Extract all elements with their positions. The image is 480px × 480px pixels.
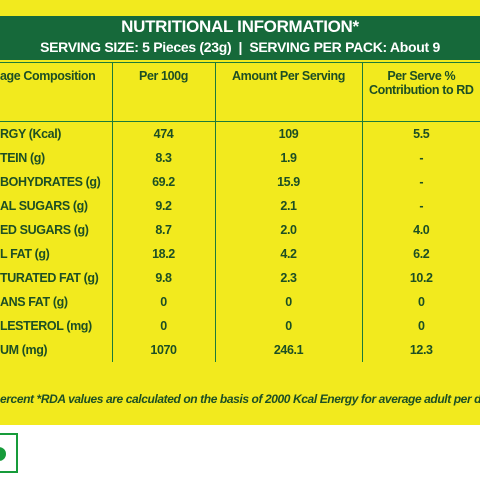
nutrient-value: - <box>361 146 480 170</box>
nutrient-name: ANS FAT (g) <box>0 290 113 314</box>
nutrient-value: 18.2 <box>111 242 216 266</box>
header-band: NUTRITIONAL INFORMATION* SERVING SIZE: 5… <box>0 16 480 60</box>
veg-dot <box>0 447 6 461</box>
nutrient-value: 246.1 <box>214 338 363 362</box>
nutrient-value: 8.3 <box>111 146 216 170</box>
nutrient-value: - <box>361 170 480 194</box>
nutrient-name: TURATED FAT (g) <box>0 266 113 290</box>
nutrient-name: AL SUGARS (g) <box>0 194 113 218</box>
nutrition-table: age Composition Per 100g Amount Per Servin… <box>0 62 480 362</box>
nutrient-value: 15.9 <box>214 170 363 194</box>
nutrient-value: 12.3 <box>361 338 480 362</box>
table-row: UM (mg) 1070 246.1 12.3 <box>0 338 480 362</box>
nutrient-value: 0 <box>361 314 480 338</box>
header-row: age Composition Per 100g Amount Per Servin… <box>0 62 480 122</box>
nutrient-value: 2.3 <box>214 266 363 290</box>
nutrient-value: 69.2 <box>111 170 216 194</box>
nutrient-name: L FAT (g) <box>0 242 113 266</box>
nutrient-value: 9.8 <box>111 266 216 290</box>
table-row: ANS FAT (g) 0 0 0 <box>0 290 480 314</box>
nutrient-value: 1070 <box>111 338 216 362</box>
table-row: L FAT (g) 18.2 4.2 6.2 <box>0 242 480 266</box>
nutrient-name: RGY (Kcal) <box>0 121 113 146</box>
nutrient-value: 8.7 <box>111 218 216 242</box>
column-header: age Composition <box>0 62 113 122</box>
title: NUTRITIONAL INFORMATION* <box>121 17 359 36</box>
serving-info: SERVING SIZE: 5 Pieces (23g) | SERVING P… <box>40 39 440 55</box>
nutrient-value: 0 <box>111 290 216 314</box>
nutrient-value: 474 <box>111 121 216 146</box>
table-row: TEIN (g) 8.3 1.9- <box>0 146 480 170</box>
footnote: ercent *RDA values are calculated on the… <box>0 392 480 406</box>
nutrient-name: LESTEROL (mg) <box>0 314 113 338</box>
nutrient-value: 5.5 <box>361 121 480 146</box>
nutrient-value: 2.1 <box>214 194 363 218</box>
nutrient-value: 0 <box>214 314 363 338</box>
nutrient-name: TEIN (g) <box>0 146 113 170</box>
table-row: BOHYDRATES (g) 69.2 15.9- <box>0 170 480 194</box>
table-row: TURATED FAT (g) 9.8 2.3 10.2 <box>0 266 480 290</box>
nutrient-value: 4.2 <box>214 242 363 266</box>
nutrient-name: UM (mg) <box>0 338 113 362</box>
nutrient-value: 4.0 <box>361 218 480 242</box>
table-row: LESTEROL (mg) 0 0 0 <box>0 314 480 338</box>
nutrient-name: BOHYDRATES (g) <box>0 170 113 194</box>
column-header: Per 100g <box>111 62 216 122</box>
nutrient-value: 0 <box>361 290 480 314</box>
table-body: RGY (Kcal) 474 109 5.5 TEIN (g) 8.3 1.9- BOHYDR… <box>0 121 480 362</box>
nutrient-value: 0 <box>111 314 216 338</box>
nutrient-value: 1.9 <box>214 146 363 170</box>
nutrient-value: 9.2 <box>111 194 216 218</box>
column-header: Per Serve % Contribution to RD <box>361 62 480 122</box>
column-header: Amount Per Serving <box>214 62 363 122</box>
nutrient-value: - <box>361 194 480 218</box>
table-row: ED SUGARS (g) 8.7 2.0 4.0 <box>0 218 480 242</box>
nutrient-value: 2.0 <box>214 218 363 242</box>
nutrient-value: 6.2 <box>361 242 480 266</box>
table-row: AL SUGARS (g) 9.2 2.1- <box>0 194 480 218</box>
nutrition-label: NUTRITIONAL INFORMATION* SERVING SIZE: 5… <box>0 0 480 425</box>
nutrient-value: 0 <box>214 290 363 314</box>
nutrient-name: ED SUGARS (g) <box>0 218 113 242</box>
nutrient-value: 109 <box>214 121 363 146</box>
table-row: RGY (Kcal) 474 109 5.5 <box>0 121 480 146</box>
veg-symbol <box>0 433 18 473</box>
nutrient-value: 10.2 <box>361 266 480 290</box>
